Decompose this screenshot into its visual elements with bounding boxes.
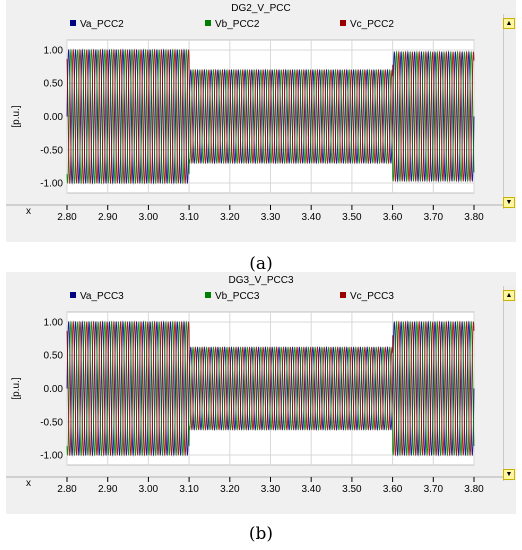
legend-swatch-vb_pcc3: [205, 292, 211, 298]
chart-title-b: DG3_V_PCC3: [228, 275, 294, 286]
y-tick-label: 0.00: [44, 112, 64, 123]
series-line-va_pcc2: [66, 48, 475, 185]
scroll-down-button-b[interactable]: ▼: [503, 469, 515, 480]
x-tick-label: 2.90: [98, 484, 118, 495]
legend-swatch-vb_pcc2: [205, 20, 211, 26]
caption-b: (b): [248, 524, 274, 544]
x-tick-label: 3.60: [383, 484, 403, 495]
caption-a: (a): [249, 254, 273, 274]
chart-panel-a: DG2_V_PCC 1.00 0.50 0.00 -0.50 -1.00 2.80 2.90…: [0, 0, 522, 242]
x-tick-label: 3.50: [342, 484, 362, 495]
x-tick-label: 3.70: [424, 484, 444, 495]
y-tick-label: 0.50: [44, 351, 64, 362]
x-tick-label: 2.80: [57, 212, 77, 223]
x-tick-label: 3.20: [220, 212, 240, 223]
legend-label-va_pcc2: Va_PCC2: [80, 19, 124, 30]
y-tick-label: -1.00: [40, 179, 63, 190]
x-tick-label: 2.90: [98, 212, 118, 223]
scroll-up-button-a[interactable]: ▲: [503, 18, 515, 29]
x-tick-label: 3.60: [383, 212, 403, 223]
legend-swatch-va_pcc2: [70, 20, 76, 26]
x-tick-label: 2.80: [57, 484, 77, 495]
y-tick-label: 0.50: [44, 79, 64, 90]
scroll-down-button-a[interactable]: ▼: [503, 197, 515, 208]
legend-label-vc_pcc2: Vc_PCC2: [350, 19, 394, 30]
y-tick-label: 1.00: [44, 317, 64, 328]
legend-label-va_pcc3: Va_PCC3: [80, 291, 124, 302]
chart-svg-a: 1.00 0.50 0.00 -0.50 -1.00 2.80 2.90 3.00 3.10 3.…: [6, 19, 516, 223]
x-tick-label: 3.80: [464, 212, 484, 223]
legend-label-vc_pcc3: Vc_PCC3: [350, 291, 394, 302]
y-axis-label: [p.u.]: [11, 105, 22, 127]
x-tick-label: 3.50: [342, 212, 362, 223]
x-tick-label: 3.10: [179, 212, 199, 223]
chart-title-a: DG2_V_PCC: [231, 3, 291, 14]
y-tick-label: -0.50: [40, 145, 63, 156]
x-tick-label: 3.70: [424, 212, 444, 223]
x-axis-label: x: [26, 206, 31, 217]
legend-swatch-vc_pcc2: [340, 20, 346, 26]
scroll-up-button-b[interactable]: ▲: [503, 290, 515, 301]
series-line-vb_pcc3: [66, 320, 475, 457]
scroll-track-a[interactable]: [503, 14, 516, 209]
series-line-vc_pcc2: [66, 48, 475, 185]
series-line-va_pcc3: [66, 320, 475, 457]
y-tick-label: -1.00: [40, 451, 63, 462]
y-tick-label: 0.00: [44, 384, 64, 395]
chart-panel-b: DG3_V_PCC3 1.00 0.50 0.00 -0.50 -1.00 2.80 2.9…: [0, 272, 522, 514]
x-tick-label: 3.30: [261, 212, 281, 223]
legend-swatch-vc_pcc3: [340, 292, 346, 298]
x-axis-label: x: [26, 478, 31, 489]
x-tick-label: 3.80: [464, 484, 484, 495]
x-tick-label: 3.30: [261, 484, 281, 495]
y-tick-label: 1.00: [44, 45, 64, 56]
legend-label-vb_pcc2: Vb_PCC2: [215, 19, 260, 30]
x-tick-label: 3.10: [179, 484, 199, 495]
scroll-track-b[interactable]: [503, 286, 516, 481]
y-axis-label: [p.u.]: [11, 377, 22, 399]
x-tick-label: 3.40: [301, 484, 321, 495]
series-line-vb_pcc2: [66, 48, 475, 185]
chart-svg-b: 1.00 0.50 0.00 -0.50 -1.00 2.80 2.90 3.00 3.10 3.…: [6, 291, 516, 495]
x-tick-label: 3.40: [301, 212, 321, 223]
x-tick-label: 3.20: [220, 484, 240, 495]
legend-swatch-va_pcc3: [70, 292, 76, 298]
series-line-vc_pcc3: [66, 320, 475, 457]
y-tick-label: -0.50: [40, 417, 63, 428]
x-tick-label: 3.00: [139, 212, 159, 223]
legend-label-vb_pcc3: Vb_PCC3: [215, 291, 260, 302]
x-tick-label: 3.00: [139, 484, 159, 495]
